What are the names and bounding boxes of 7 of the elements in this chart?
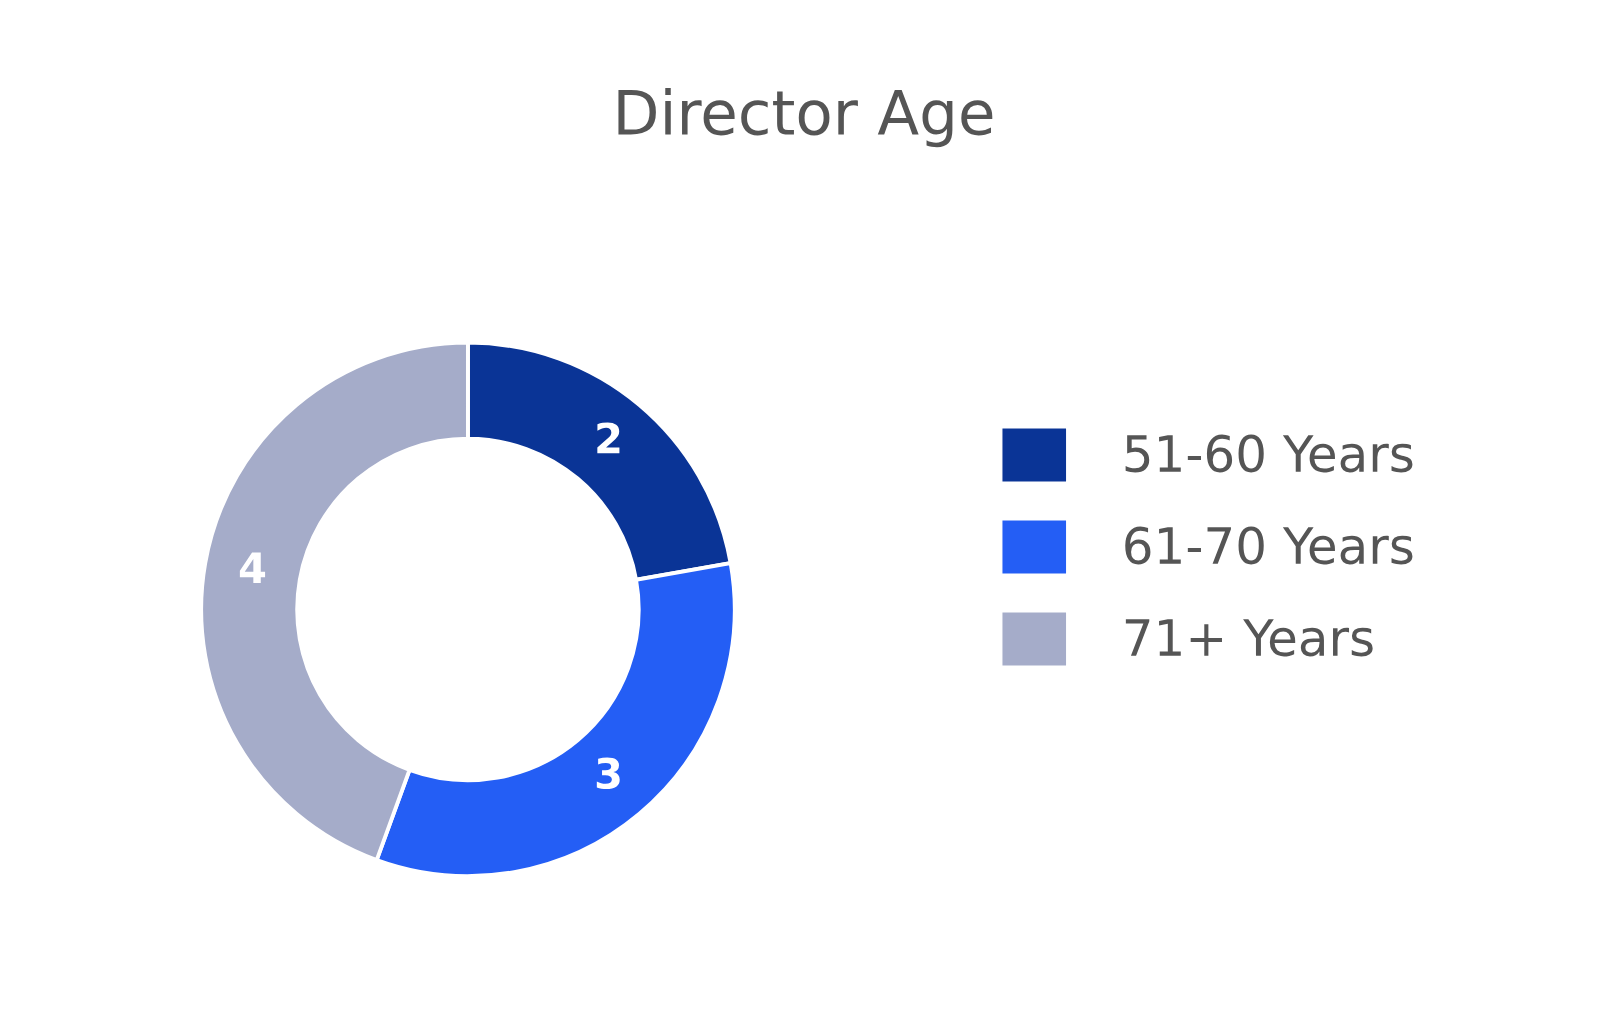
legend-label: 51-60 Years bbox=[1125, 434, 1413, 473]
data-label: 4 bbox=[239, 552, 266, 583]
chart-title: Director Age bbox=[618, 88, 993, 148]
legend-label: 61-70 Years bbox=[1125, 526, 1413, 565]
legend-label: 71+ Years bbox=[1125, 619, 1373, 657]
data-label: 2 bbox=[597, 422, 620, 454]
data-label: 3 bbox=[596, 757, 620, 790]
